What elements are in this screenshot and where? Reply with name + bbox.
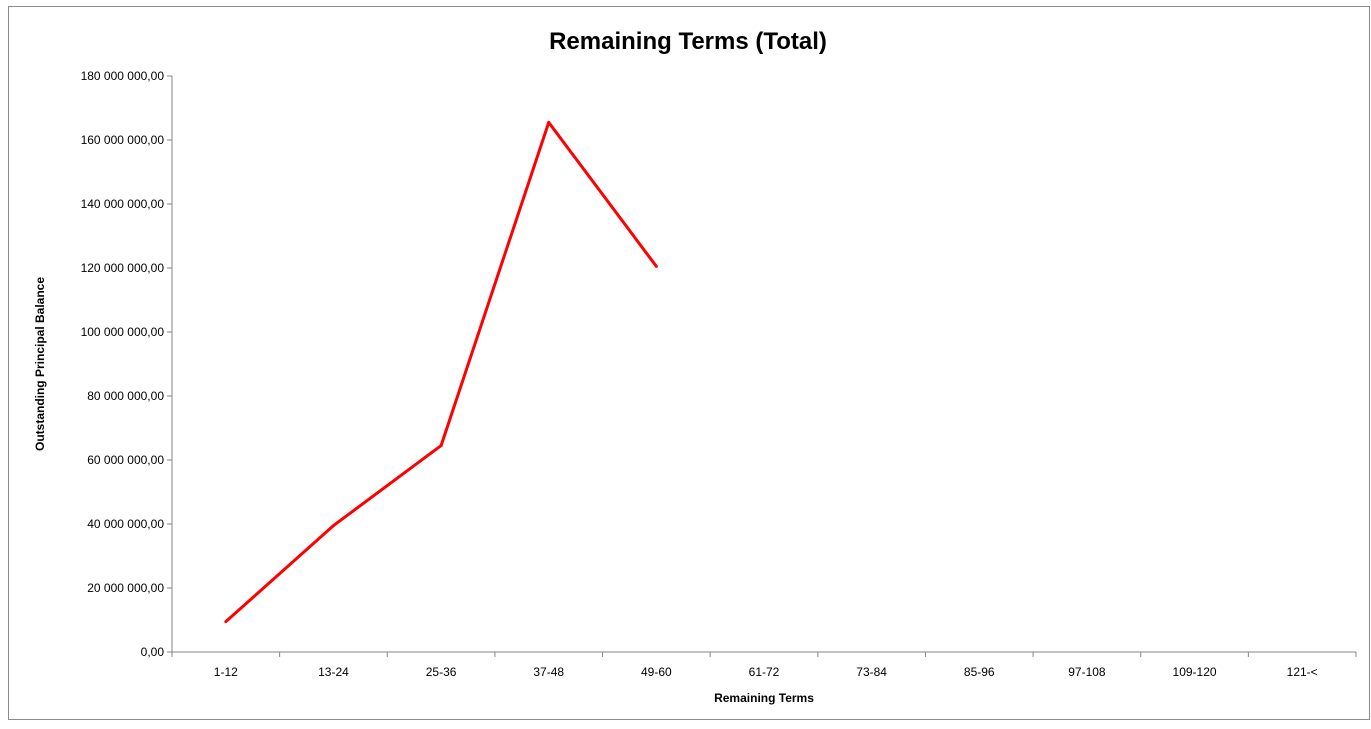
x-tick-label: 13-24 (318, 665, 349, 679)
y-tick-label: 160 000 000,00 (81, 133, 165, 147)
data-point (331, 524, 335, 528)
x-tick-label: 37-48 (533, 665, 564, 679)
x-tick-label: 25-36 (426, 665, 457, 679)
x-tick-label: 61-72 (749, 665, 780, 679)
x-tick-label: 121-< (1287, 665, 1318, 679)
x-tick-label: 97-108 (1068, 665, 1106, 679)
data-point (547, 120, 551, 124)
x-ticks: 1-12 13-24 25-36 37-48 49-60 61-72 73-84 85-96 9… (171, 652, 1357, 679)
x-tick-label: 73-84 (856, 665, 887, 679)
x-tick-label: 1-12 (214, 665, 238, 679)
chart-title: Remaining Terms (Total) (549, 28, 827, 55)
y-tick-label: 140 000 000,00 (81, 197, 165, 211)
x-tick-label: 49-60 (641, 665, 672, 679)
chart-frame (8, 6, 1370, 720)
series-line (224, 120, 658, 623)
y-tick-label: 100 000 000,00 (81, 325, 165, 339)
y-tick-label: 0,00 (141, 645, 165, 659)
data-point (439, 444, 443, 448)
x-tick-label: 109-120 (1173, 665, 1217, 679)
y-tick-label: 80 000 000,00 (87, 389, 164, 403)
x-tick-label: 85-96 (964, 665, 995, 679)
data-point (224, 620, 228, 624)
y-tick-label: 60 000 000,00 (87, 453, 164, 467)
y-tick-label: 20 000 000,00 (87, 581, 164, 595)
y-ticks: 0,00 20 000 000,00 40 000 000,00 60 000 000… (81, 69, 172, 659)
data-point (654, 264, 658, 268)
y-tick-label: 180 000 000,00 (81, 69, 165, 83)
y-tick-label: 40 000 000,00 (87, 517, 164, 531)
y-axis-label: Outstanding Principal Balance (33, 277, 47, 451)
series-layer (224, 120, 658, 624)
x-axis-label: Remaining Terms (714, 691, 814, 705)
y-tick-label: 120 000 000,00 (81, 261, 165, 275)
